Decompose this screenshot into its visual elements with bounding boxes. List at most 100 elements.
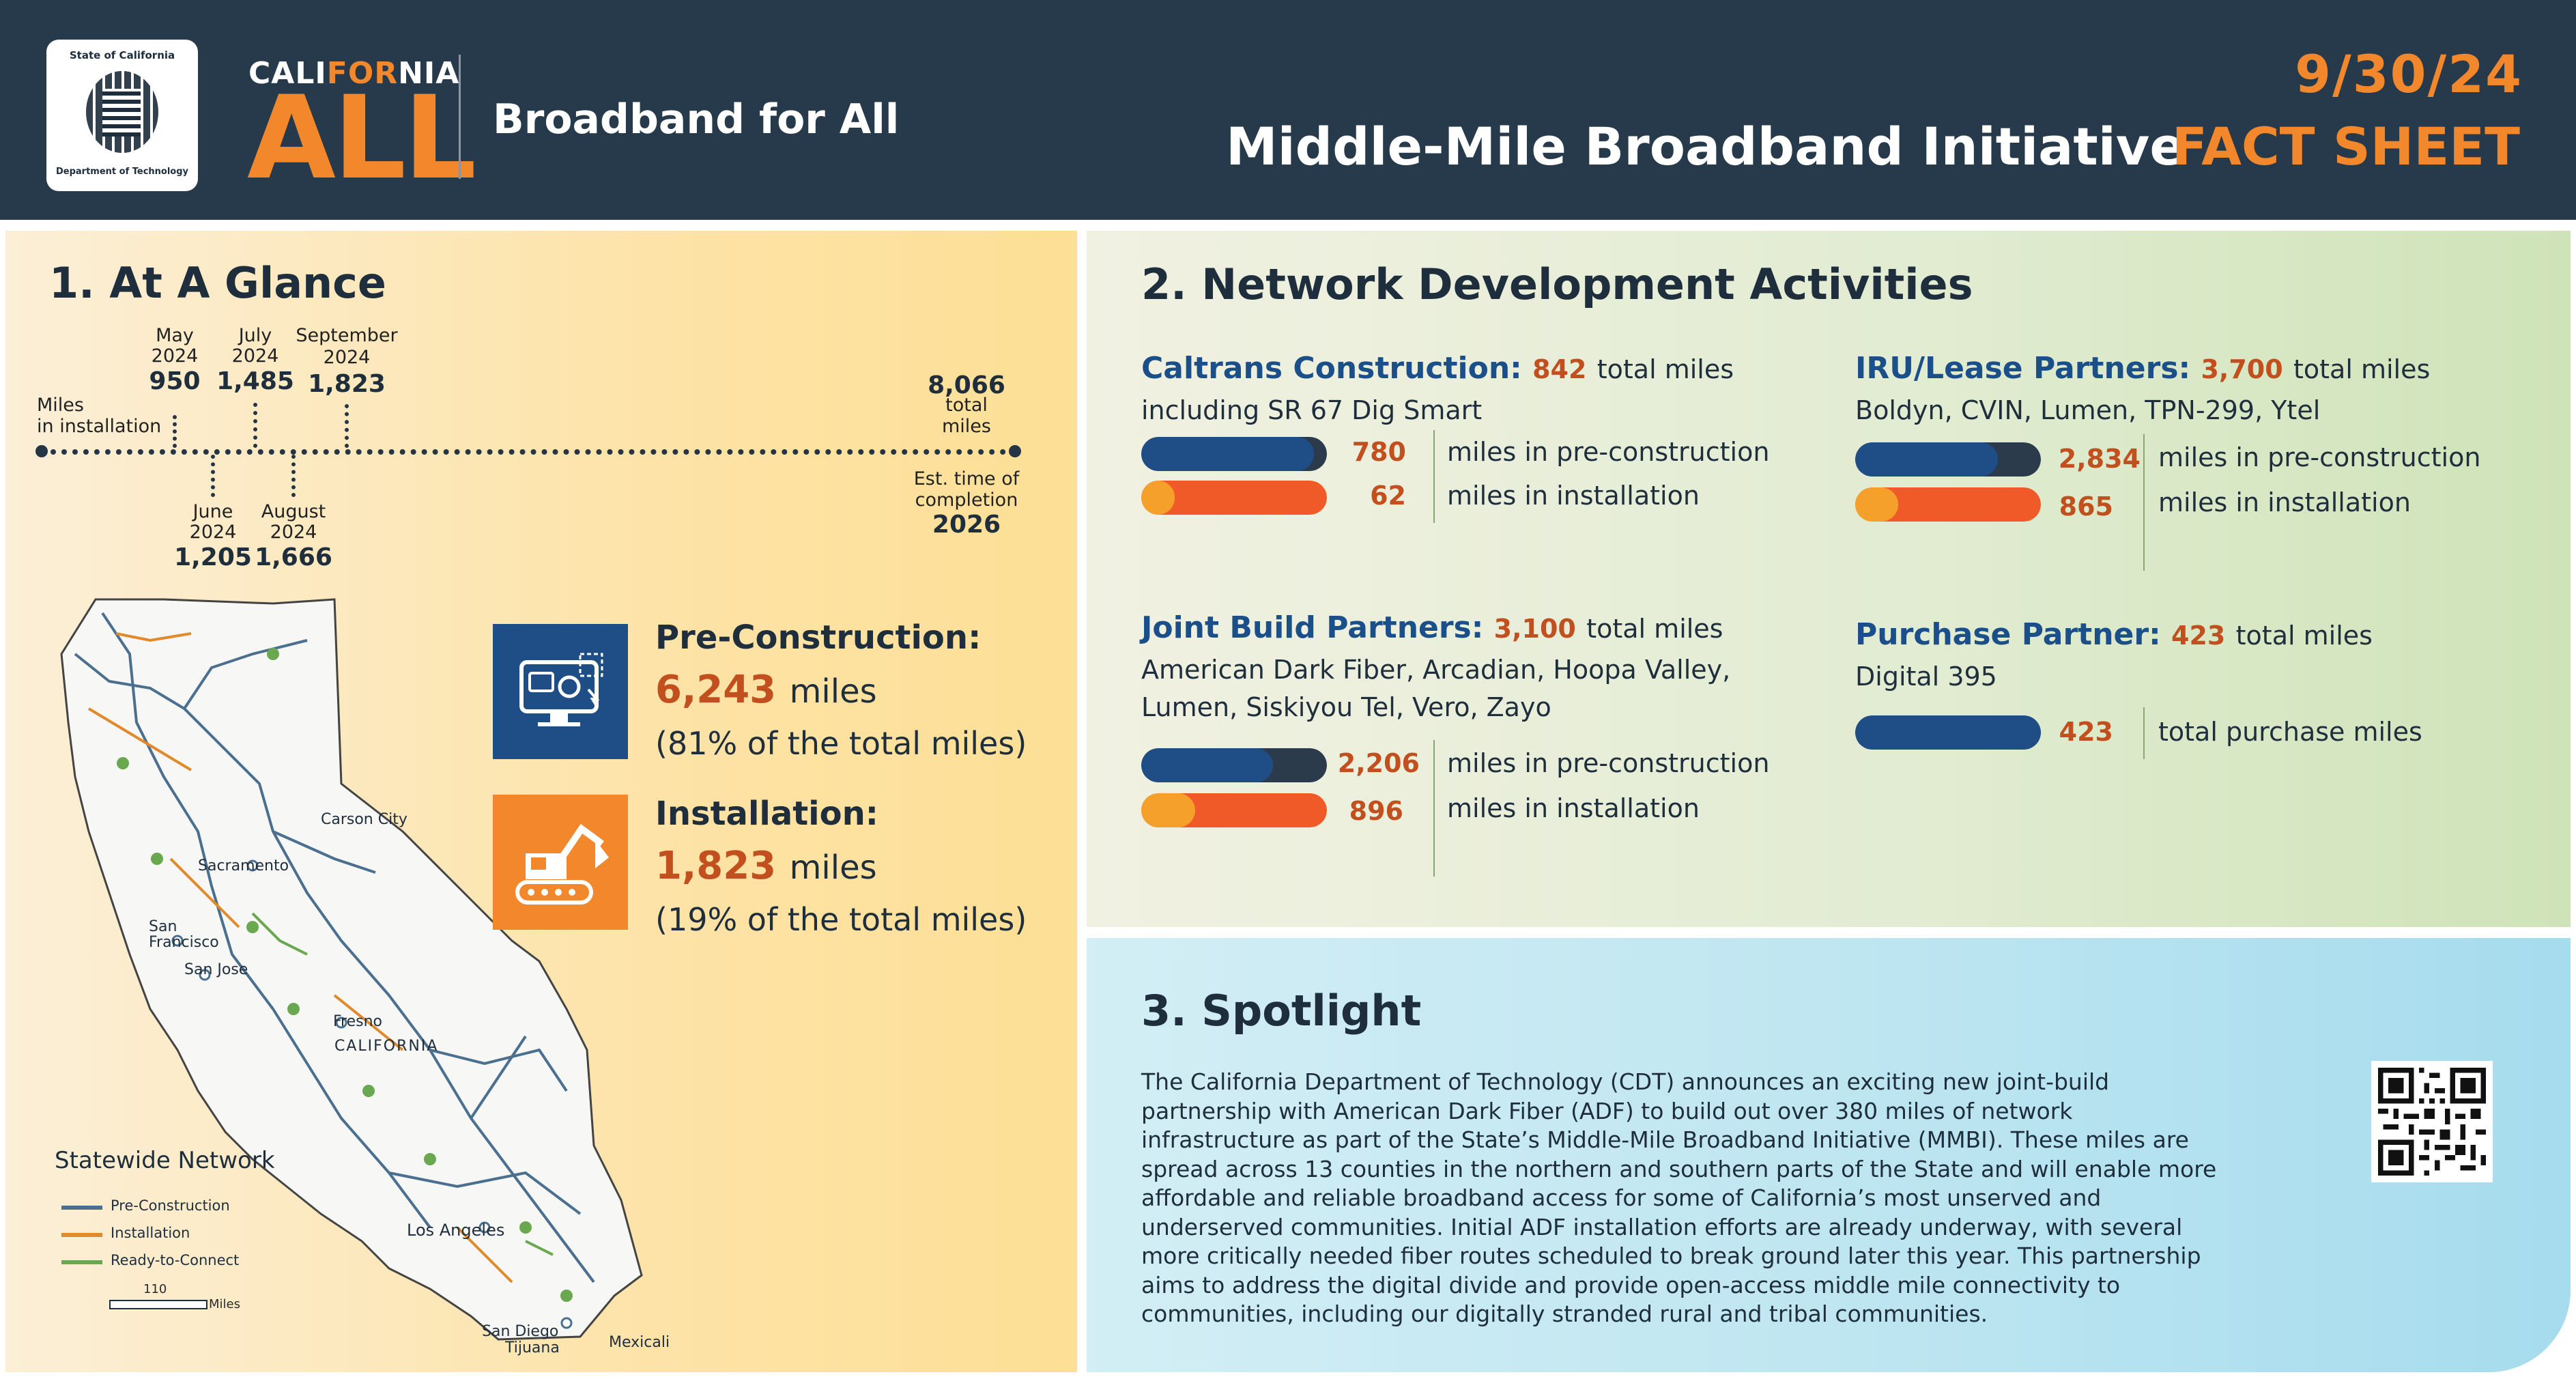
legend-label: Ready-to-Connect xyxy=(111,1252,240,1268)
group-total: 3,700 xyxy=(2201,354,2283,384)
total-miles-label: total miles xyxy=(942,395,991,438)
header-bar: State of California Department of Techno… xyxy=(0,0,2576,220)
installation-percent: (19% of the total miles) xyxy=(655,901,1027,938)
timeline-stem xyxy=(345,404,349,448)
map-city-label: Mexicali xyxy=(609,1334,670,1351)
ready-to-connect-routes xyxy=(251,912,554,1256)
group-total-text: total miles xyxy=(2235,621,2373,651)
at-a-glance-heading: 1. At A Glance xyxy=(49,258,386,308)
group-subtitle: Boldyn, CVIN, Lumen, TPN-299, Ytel xyxy=(1855,395,2321,425)
progress-pill-installation xyxy=(1141,481,1327,515)
pill-fill xyxy=(1141,748,1274,782)
group-subtitle: American Dark Fiber, Arcadian, Hoopa Val… xyxy=(1141,655,1731,723)
pill-fill xyxy=(1141,793,1195,827)
california-all-logo: ALL xyxy=(247,71,476,205)
timeline-start-dot xyxy=(35,445,48,457)
seal-top-text: State of California xyxy=(69,49,175,61)
wordmark-part-3: NIA xyxy=(398,56,460,91)
row-description: miles in pre-construction xyxy=(2158,442,2481,472)
installation-miles: 1,823 miles xyxy=(655,844,877,888)
timeline-end-dot xyxy=(1009,445,1021,457)
spotlight-line: affordable and reliable broadband access… xyxy=(1141,1184,2102,1211)
group-title: Purchase Partner: xyxy=(1855,617,2161,652)
group-title-purchase: Purchase Partner: 423 total miles xyxy=(1855,617,2373,652)
california-network-map xyxy=(60,598,643,1341)
row-value: 2,206 xyxy=(1337,748,1420,778)
row-description: miles in pre-construction xyxy=(1447,437,1770,467)
milestone-value: 1,205 xyxy=(174,543,252,571)
group-title: Caltrans Construction: xyxy=(1141,351,1522,386)
group-title-joint-build: Joint Build Partners: 3,100 total miles xyxy=(1141,610,1723,645)
group-title-caltrans: Caltrans Construction: 842 total miles xyxy=(1141,351,1734,386)
milestone-value: 1,823 xyxy=(308,370,386,398)
row-divider xyxy=(2143,707,2145,759)
group-title: Joint Build Partners: xyxy=(1141,610,1484,645)
row-description: miles in installation xyxy=(1447,481,1700,511)
progress-pill-pre xyxy=(1141,748,1327,782)
seal-center-graphic xyxy=(102,89,141,137)
map-city-label: Sacramento xyxy=(198,857,289,875)
progress-pill-pre xyxy=(1141,437,1327,471)
group-total: 3,100 xyxy=(1493,614,1576,644)
spotlight-line: more critically needed fiber routes sche… xyxy=(1141,1242,2201,1269)
timeline-stem xyxy=(253,403,257,448)
header-divider xyxy=(459,55,461,179)
spotlight-line: infrastructure as part of the State’s Mi… xyxy=(1141,1126,2189,1153)
wordmark-part-2: FOR xyxy=(326,56,399,91)
excavator-icon xyxy=(493,795,628,930)
legend-swatch xyxy=(61,1206,102,1210)
milestone-month: August xyxy=(261,501,326,522)
network-development-heading: 2. Network Development Activities xyxy=(1141,259,1973,309)
milestone-value: 1,666 xyxy=(255,543,332,571)
row-divider xyxy=(1433,430,1435,523)
milestone-value: 1,485 xyxy=(216,367,294,395)
qr-code-icon xyxy=(2378,1068,2486,1176)
map-city-label: San Jose xyxy=(184,961,248,978)
group-title: IRU/Lease Partners: xyxy=(1855,351,2191,386)
pill-fill xyxy=(1855,487,1898,522)
page-title: Middle-Mile Broadband Initiative xyxy=(1226,116,2185,177)
installation-value: 1,823 xyxy=(655,844,777,888)
spotlight-line: communities, including our digitally str… xyxy=(1141,1300,1988,1327)
spotlight-heading: 3. Spotlight xyxy=(1141,986,1422,1036)
city-markers xyxy=(171,859,573,1329)
row-value: 780 xyxy=(1351,437,1406,467)
group-total-text: total miles xyxy=(1597,354,1734,384)
progress-pill-pre xyxy=(1855,442,2041,477)
route-markers xyxy=(117,648,573,1302)
computer-monitor-icon xyxy=(493,624,628,759)
spotlight-line: partnership with American Dark Fiber (AD… xyxy=(1141,1097,2073,1124)
spotlight-line: underserved communities. Initial ADF ins… xyxy=(1141,1213,2183,1240)
timeline-stem xyxy=(173,415,177,448)
progress-pill-purchase xyxy=(1855,715,2041,750)
california-wordmark: CALIFORNIA xyxy=(248,56,459,91)
milestone-year: 2024 xyxy=(189,522,237,543)
map-city-label: Tijuana xyxy=(505,1339,560,1356)
row-divider xyxy=(1433,740,1435,877)
group-title-iru: IRU/Lease Partners: 3,700 total miles xyxy=(1855,351,2430,386)
preconstruction-miles: 6,243 miles xyxy=(655,668,877,712)
qr-code[interactable] xyxy=(2371,1061,2493,1182)
map-city-label: Carson City xyxy=(321,811,407,828)
milestone-year: 2024 xyxy=(231,345,279,367)
spotlight-line: spread across 13 counties in the norther… xyxy=(1141,1155,2217,1182)
total-miles-value: 8,066 xyxy=(928,371,1005,399)
group-total-text: total miles xyxy=(1586,614,1723,644)
progress-pill-installation xyxy=(1855,487,2041,522)
row-value: 896 xyxy=(1349,796,1403,826)
group-subtitle: including SR 67 Dig Smart xyxy=(1141,395,1483,425)
milestone-month: September xyxy=(296,325,398,346)
map-scale-value: 110 xyxy=(143,1282,167,1296)
milestone-year: 2024 xyxy=(323,347,371,368)
network-development-panel xyxy=(1087,231,2571,927)
spotlight-line: The California Department of Technology … xyxy=(1141,1068,2110,1095)
row-description: miles in installation xyxy=(1447,793,1700,823)
milestone-year: 2024 xyxy=(270,522,317,543)
completion-label: Est. time of completion xyxy=(913,468,1020,511)
row-value: 2,834 xyxy=(2058,444,2141,474)
progress-pill-installation xyxy=(1141,793,1327,827)
preconstruction-title: Pre-Construction: xyxy=(655,619,982,657)
group-subtitle: Digital 395 xyxy=(1855,662,1997,692)
installation-unit: miles xyxy=(789,849,877,887)
installation-title: Installation: xyxy=(655,795,878,833)
